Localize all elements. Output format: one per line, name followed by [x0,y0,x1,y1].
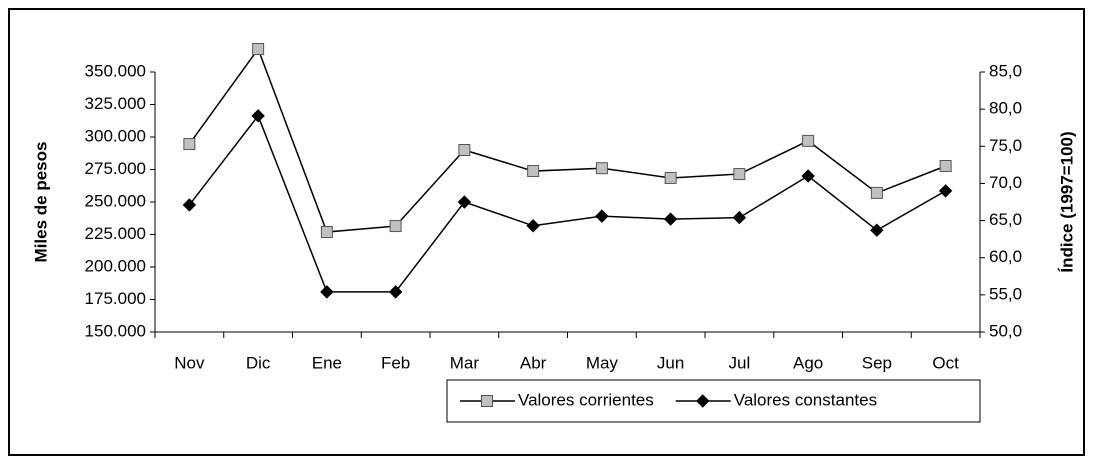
y-tick-label: 150.000 [85,321,146,340]
x-tick-label: Nov [174,353,205,372]
data-point [663,212,678,226]
y-tick-label: 275.000 [85,159,146,178]
data-point [320,226,333,239]
y-tick-label: 300.000 [85,126,146,145]
x-tick-label: Jul [729,353,751,372]
x-tick-label: Ago [793,353,823,372]
y2-tick-label: 85,0 [989,61,1022,80]
data-point [802,134,815,147]
y-axis-title: Miles de pesos [31,142,50,263]
y2-tick-label: 50,0 [989,321,1022,340]
data-point [733,168,746,181]
x-tick-label: Sep [862,353,892,372]
x-tick-label: Ene [312,353,342,372]
data-point [870,223,884,237]
data-point [252,42,265,55]
data-point [801,169,815,183]
data-point [388,285,403,299]
data-point [457,195,472,209]
y-tick-label: 225.000 [85,224,146,243]
y2-axis-title: Índice (1997=100) [1057,131,1076,272]
data-point [251,109,265,123]
legend-marker [696,394,710,408]
data-point [320,285,334,299]
x-tick-label: May [586,353,619,372]
y-tick-label: 200.000 [85,256,146,275]
data-point [527,165,540,178]
data-point [183,138,196,151]
series-line [188,114,946,293]
x-tick-label: Mar [450,353,480,372]
y-tick-label: 250.000 [85,191,146,210]
y-tick-label: 350.000 [85,61,146,80]
y2-tick-label: 55,0 [989,284,1022,303]
data-point [870,186,883,199]
legend: Valores corrientes Valores constantes [446,379,981,423]
series-line [188,47,946,233]
y-tick-label: 325.000 [85,94,146,113]
x-tick-label: Feb [381,353,410,372]
data-point [595,209,609,223]
y2-tick-label: 70,0 [989,173,1022,192]
x-tick-label: Jun [657,353,684,372]
y2-tick-label: 60,0 [989,247,1022,266]
y2-tick-label: 75,0 [989,136,1022,155]
data-point [664,171,677,184]
legend-label: Valores constantes [734,390,877,409]
data-point [939,159,952,172]
data-point [182,198,197,212]
data-point [526,219,540,233]
y2-tick-label: 80,0 [989,99,1022,118]
x-tick-label: Abr [520,353,547,372]
data-point [595,162,608,175]
data-point [732,210,747,225]
legend-label: Valores corrientes [518,390,654,409]
x-tick-label: Oct [932,353,959,372]
y-tick-label: 175.000 [85,289,146,308]
x-tick-label: Dic [246,353,271,372]
data-point [938,184,953,198]
data-point [458,144,471,156]
legend-marker [481,395,493,407]
y2-tick-label: 65,0 [989,210,1022,229]
data-point [389,220,402,233]
